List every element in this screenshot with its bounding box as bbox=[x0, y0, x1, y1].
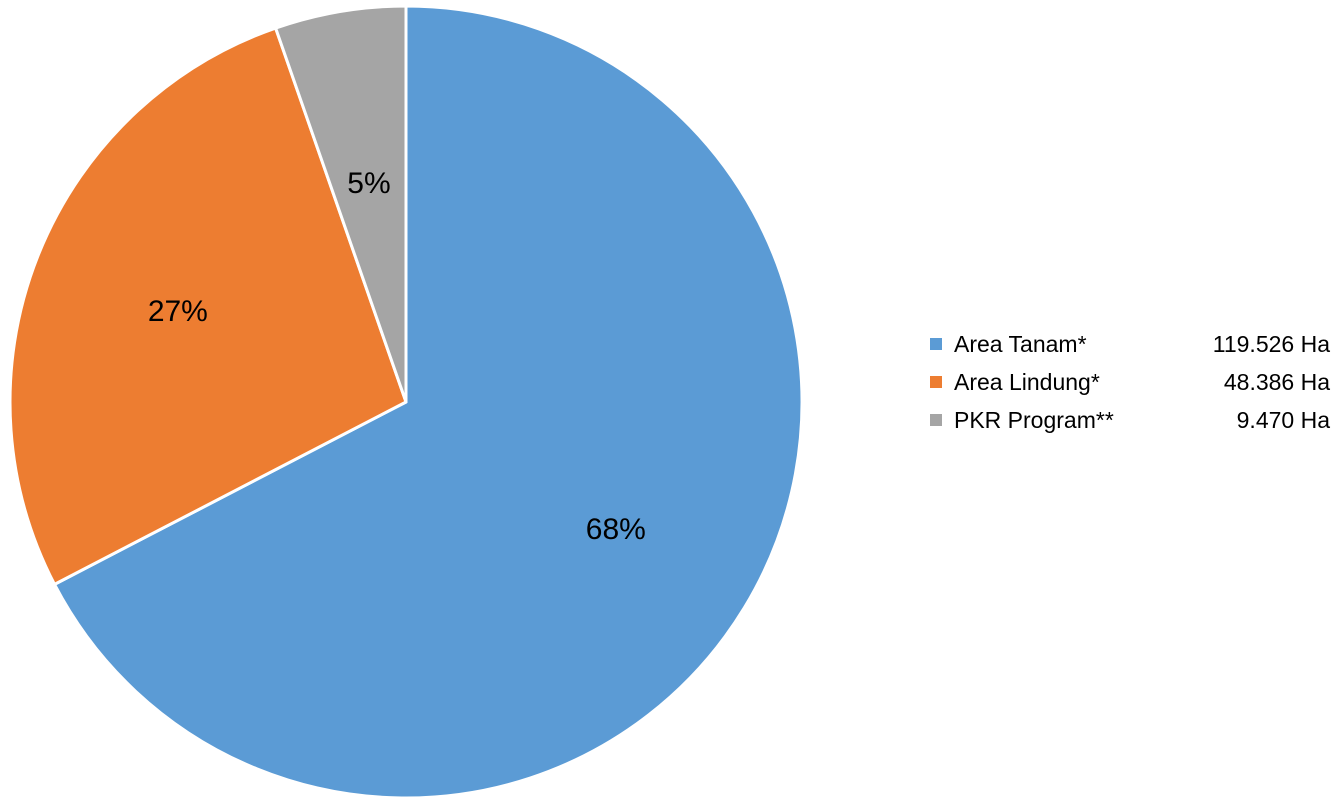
legend-item-pkr-program: PKR Program** 9.470 Ha bbox=[930, 408, 1330, 432]
legend-swatch-pkr-program bbox=[930, 414, 942, 426]
pie-slice-area-lindung bbox=[8, 26, 408, 586]
pie-slice-area-tanam bbox=[52, 4, 804, 797]
pie-slice-label-area-tanam: 68% bbox=[586, 513, 646, 546]
pie-slice-label-pkr-program: 5% bbox=[347, 167, 390, 200]
legend-item-area-tanam: Area Tanam* 119.526 Ha bbox=[930, 332, 1330, 356]
legend-label-pkr-program: PKR Program** bbox=[954, 407, 1114, 433]
legend-value-area-tanam: 119.526 Ha bbox=[1212, 331, 1330, 357]
legend-label-area-lindung: Area Lindung* bbox=[954, 369, 1100, 395]
legend-value-pkr-program: 9.470 Ha bbox=[1236, 407, 1330, 433]
legend-value-area-lindung: 48.386 Ha bbox=[1223, 369, 1330, 395]
legend-label-area-tanam: Area Tanam* bbox=[954, 331, 1087, 357]
pie-slice-label-area-lindung: 27% bbox=[148, 295, 208, 328]
legend-swatch-area-lindung bbox=[930, 376, 942, 388]
pie-slice-labels: 68% 27% 5% bbox=[148, 167, 646, 546]
legend-item-area-lindung: Area Lindung* 48.386 Ha bbox=[930, 370, 1330, 394]
chart-legend: Area Tanam* 119.526 Ha Area Lindung* 48.… bbox=[930, 332, 1330, 446]
pie-slice-pkr-program bbox=[274, 4, 408, 404]
legend-swatch-area-tanam bbox=[930, 338, 942, 350]
pie-slices bbox=[8, 4, 804, 797]
